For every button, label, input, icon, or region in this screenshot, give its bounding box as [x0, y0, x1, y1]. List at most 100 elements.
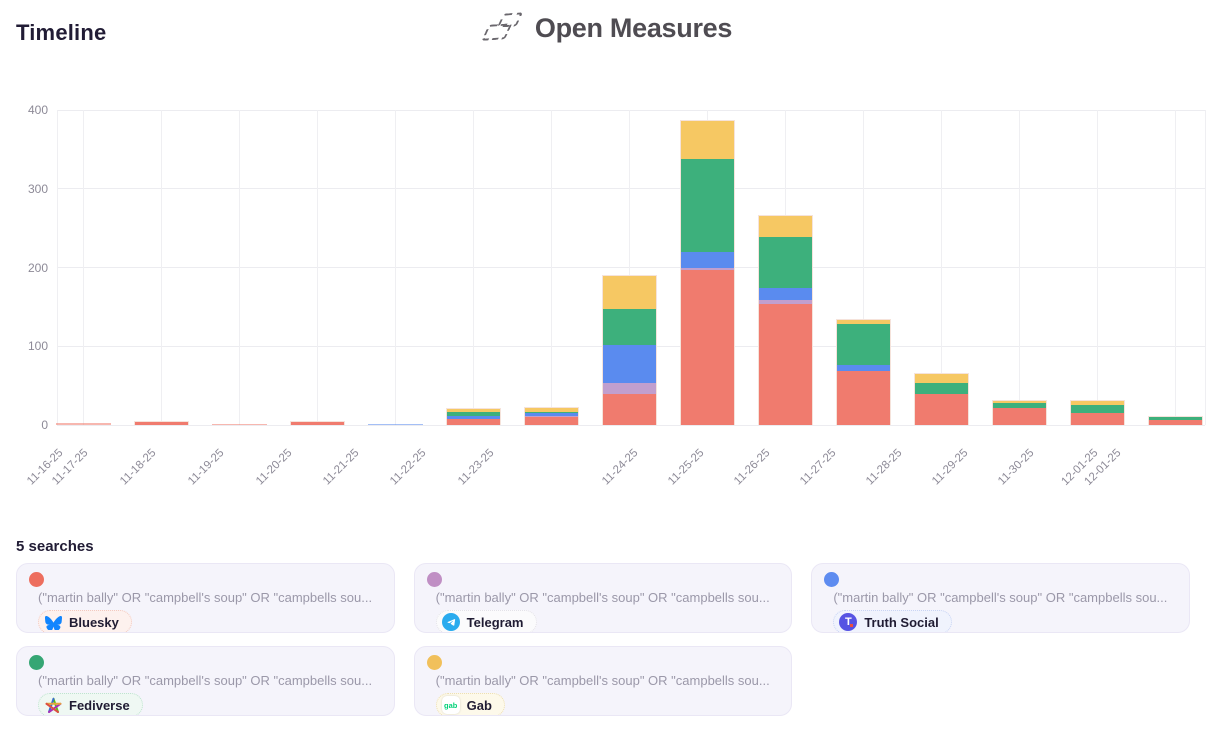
bar-stack-11-18-25[interactable] [133, 420, 189, 425]
y-axis-tick-label: 400 [27, 103, 48, 117]
x-axis-tick-label: 11-25-25 [666, 447, 707, 488]
platform-chip-truth-social[interactable]: T Truth Social [833, 610, 952, 632]
bar-segment-bluesky [758, 303, 812, 425]
bar-segment-gab [524, 407, 578, 412]
bar-segment-telegram [758, 299, 812, 304]
bar-segment-gab [914, 373, 968, 384]
search-card-truth-social[interactable]: ("martin bally" OR "campbell's soup" OR … [811, 563, 1190, 633]
search-card-bluesky[interactable]: ("martin bally" OR "campbell's soup" OR … [16, 563, 395, 633]
x-axis-tick-label: 11-22-25 [388, 447, 429, 488]
search-query-text: ("martin bally" OR "campbell's soup" OR … [38, 590, 373, 605]
x-axis-tick-label: 11-29-25 [930, 447, 971, 488]
bar-stack-11-20-25[interactable] [289, 420, 345, 425]
series-color-dot [426, 572, 442, 587]
bar-stack-11-25-25[interactable] [679, 120, 735, 425]
bar-segment-bluesky [446, 418, 500, 425]
series-color-dot [29, 572, 44, 587]
bar-segment-bluesky [1070, 413, 1124, 425]
bar-segment-gab [992, 400, 1046, 403]
bar-stack-11-21-25[interactable] [367, 423, 423, 425]
page-title: Timeline [16, 20, 107, 45]
bar-stack-11-28-25[interactable] [913, 372, 969, 425]
bar-stack-11-30-25[interactable] [1069, 400, 1125, 425]
y-axis-tick-label: 300 [27, 181, 48, 196]
x-gridline [551, 110, 552, 425]
series-color-dot [29, 655, 44, 670]
bar-segment-truth-social [680, 251, 734, 268]
series-color-dot [824, 572, 840, 587]
bar-stack-11-19-25[interactable] [211, 423, 267, 425]
x-axis-tick-label: 11-18-25 [118, 447, 159, 488]
x-gridline [1205, 110, 1206, 425]
bar-stack-12-01-25[interactable] [1147, 416, 1203, 425]
bar-segment-telegram [524, 416, 578, 418]
bar-segment-bluesky [602, 393, 656, 425]
bar-segment-truth-social [758, 287, 812, 300]
bar-segment-bluesky [55, 423, 111, 425]
fediverse-icon [44, 696, 62, 714]
telegram-icon [441, 613, 460, 631]
bar-stack-11-22-25[interactable] [445, 408, 501, 425]
x-gridline [1175, 110, 1176, 425]
x-axis-tick-label: 11-20-25 [254, 447, 295, 488]
bar-segment-fediverse [680, 158, 734, 252]
bar-segment-gab [1070, 401, 1124, 406]
bar-segment-fediverse [602, 309, 656, 346]
search-cards: ("martin bally" OR "campbell's soup" OR … [16, 563, 1190, 716]
search-card-gab[interactable]: ("martin bally" OR "campbell's soup" OR … [413, 646, 793, 716]
bar-segment-fediverse [446, 412, 500, 417]
x-gridline [1097, 110, 1098, 425]
x-gridline [83, 110, 84, 425]
x-axis-tick-label: 11-19-25 [186, 447, 227, 488]
bar-segment-bluesky [211, 423, 267, 425]
bar-segment-truth-social [602, 345, 656, 384]
bar-segment-bluesky [1148, 419, 1202, 425]
y-gridline [57, 109, 1205, 111]
platform-chip-bluesky[interactable]: Bluesky [38, 610, 132, 632]
search-query-text: ("martin bally" OR "campbell's soup" OR … [38, 673, 373, 688]
x-axis-tick-label: 11-30-25 [996, 447, 1037, 488]
bar-segment-gab [446, 409, 500, 413]
bar-stack-11-29-25[interactable] [991, 399, 1047, 425]
bar-stack-11-23-25[interactable] [523, 406, 579, 425]
x-gridline [863, 110, 864, 425]
x-gridline [941, 110, 942, 425]
x-gridline [239, 110, 240, 425]
bar-segment-truth-social [367, 423, 423, 425]
bar-segment-bluesky [836, 370, 890, 425]
x-gridline [473, 110, 474, 425]
bar-segment-truth-social [524, 413, 578, 417]
series-color-dot [426, 655, 442, 670]
y-axis-tick-label: 0 [41, 418, 48, 432]
brand-name: Open Measures [534, 12, 733, 43]
search-query-text: ("martin bally" OR "campbell's soup" OR … [435, 590, 770, 605]
bar-segment-fediverse [758, 236, 812, 288]
bar-stack-11-24-25[interactable] [601, 275, 657, 425]
bar-segment-bluesky [680, 269, 734, 425]
bar-stack-11-27-25[interactable] [835, 319, 891, 425]
platform-label: Gab [466, 697, 492, 713]
y-gridline [57, 424, 1205, 426]
x-gridline [1019, 110, 1020, 425]
bar-segment-gab [836, 320, 890, 325]
platform-chip-fediverse[interactable]: Fediverse [38, 693, 143, 715]
platform-chip-gab[interactable]: gab Gab [435, 693, 505, 715]
x-gridline [395, 110, 396, 425]
platform-chip-telegram[interactable]: Telegram [435, 610, 537, 632]
bar-segment-fediverse [992, 402, 1046, 408]
bar-segment-truth-social [836, 365, 890, 371]
plot-area [55, 109, 1206, 426]
search-card-fediverse[interactable]: ("martin bally" OR "campbell's soup" OR … [16, 646, 395, 716]
bar-segment-gab [602, 276, 656, 310]
platform-label: Truth Social [864, 614, 939, 630]
x-axis-tick-label: 11-27-25 [798, 447, 839, 488]
bluesky-butterfly-icon [44, 613, 62, 631]
bar-segment-telegram [602, 383, 656, 394]
search-card-telegram[interactable]: ("martin bally" OR "campbell's soup" OR … [413, 563, 793, 633]
x-axis-tick-label: 11-21-25 [321, 447, 362, 488]
bar-stack-11-26-25[interactable] [757, 215, 813, 425]
bar-stack-11-17-25[interactable] [55, 423, 111, 425]
bar-segment-bluesky [290, 421, 344, 425]
bar-segment-fediverse [836, 324, 890, 366]
y-gridline [57, 188, 1205, 190]
